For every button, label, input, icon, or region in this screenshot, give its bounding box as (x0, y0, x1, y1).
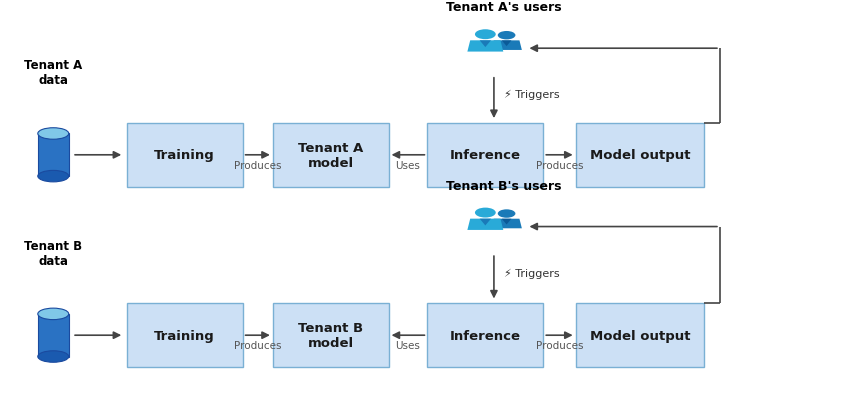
Polygon shape (467, 219, 503, 230)
Text: Produces: Produces (234, 340, 282, 350)
Text: Tenant A
model: Tenant A model (298, 142, 363, 169)
Text: Produces: Produces (234, 160, 282, 170)
Text: Tenant A
data: Tenant A data (24, 59, 82, 87)
Circle shape (475, 30, 496, 40)
Ellipse shape (38, 128, 69, 140)
Ellipse shape (38, 308, 69, 320)
Text: Training: Training (155, 149, 215, 162)
Text: Uses: Uses (396, 160, 420, 170)
FancyBboxPatch shape (273, 124, 388, 187)
Circle shape (475, 208, 496, 218)
Text: Training: Training (155, 329, 215, 342)
Text: Uses: Uses (396, 340, 420, 350)
Text: Model output: Model output (590, 329, 690, 342)
Polygon shape (502, 41, 511, 47)
FancyBboxPatch shape (427, 303, 543, 367)
Polygon shape (467, 41, 503, 52)
Ellipse shape (38, 351, 69, 362)
Text: Tenant B
data: Tenant B data (24, 239, 82, 267)
Text: Model output: Model output (590, 149, 690, 162)
Ellipse shape (38, 171, 69, 182)
FancyBboxPatch shape (127, 303, 242, 367)
Circle shape (497, 210, 515, 218)
Polygon shape (479, 219, 491, 226)
Polygon shape (479, 41, 491, 48)
Text: Produces: Produces (536, 160, 583, 170)
FancyBboxPatch shape (576, 124, 704, 187)
Text: Inference: Inference (450, 329, 521, 342)
Bar (38, 314, 69, 357)
Text: Tenant B
model: Tenant B model (298, 321, 363, 349)
Bar (38, 134, 69, 177)
FancyBboxPatch shape (576, 303, 704, 367)
FancyBboxPatch shape (127, 124, 242, 187)
Polygon shape (502, 219, 511, 225)
Circle shape (497, 32, 515, 40)
FancyBboxPatch shape (273, 303, 388, 367)
Text: Produces: Produces (536, 340, 583, 350)
Text: ⚡ Triggers: ⚡ Triggers (504, 90, 560, 100)
FancyBboxPatch shape (427, 124, 543, 187)
Text: Inference: Inference (450, 149, 521, 162)
Polygon shape (491, 219, 522, 229)
Text: Tenant A's users: Tenant A's users (447, 1, 562, 14)
Polygon shape (491, 41, 522, 51)
Text: Tenant B's users: Tenant B's users (447, 179, 562, 192)
Text: ⚡ Triggers: ⚡ Triggers (504, 268, 560, 279)
